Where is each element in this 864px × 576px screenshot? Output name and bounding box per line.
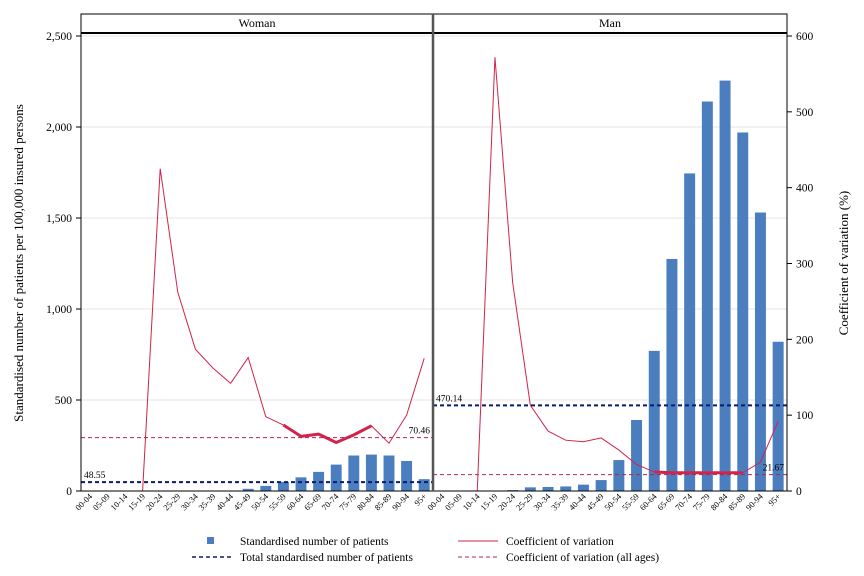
x-tick-label: 15-19 xyxy=(126,491,147,512)
x-tick-label: 00-04 xyxy=(425,491,447,513)
bar xyxy=(613,460,625,491)
bar xyxy=(577,484,589,491)
bar xyxy=(737,132,749,491)
bar xyxy=(313,471,325,491)
bar xyxy=(348,455,360,491)
x-tick-label: 70-74 xyxy=(673,491,695,513)
x-tick-label: 25-29 xyxy=(514,491,535,512)
x-tick-label: 85-89 xyxy=(372,491,393,512)
x-tick-label: 95+ xyxy=(766,491,783,508)
x-tick-label: 50-54 xyxy=(602,491,624,513)
legend-bar-swatch xyxy=(207,537,214,544)
x-tick-label: 60-64 xyxy=(284,491,306,513)
cv-line-highlight xyxy=(282,423,373,444)
bar xyxy=(242,488,254,491)
y2-axis-title: Coefficient of variation (%) xyxy=(836,191,851,336)
x-tick-label: 80-84 xyxy=(355,491,377,513)
y2-tick-label: 600 xyxy=(796,31,814,43)
x-tick-label: 50-54 xyxy=(249,491,271,513)
x-tick-label: 40-44 xyxy=(214,491,236,513)
y-tick-label: 0 xyxy=(66,486,72,498)
bar xyxy=(260,485,272,491)
x-tick-label: 70-74 xyxy=(320,491,342,513)
x-tick-label: 60-64 xyxy=(638,491,660,513)
legend-cv-all-label: Coefficient of variation (all ages) xyxy=(506,552,659,564)
y2-tick-label: 0 xyxy=(796,486,802,498)
bar xyxy=(365,454,377,491)
bar xyxy=(701,101,713,492)
x-tick-label: 80-84 xyxy=(708,491,730,513)
bar xyxy=(401,460,413,491)
cv-line-highlight xyxy=(654,470,743,475)
panel-title: Woman xyxy=(238,16,275,30)
x-tick-label: 20-24 xyxy=(144,491,166,513)
legend-bar-label: Standardised number of patients xyxy=(240,536,389,548)
bar xyxy=(631,420,643,491)
x-tick-label: 10-14 xyxy=(461,491,483,513)
legend-total-label: Total standardised number of patients xyxy=(240,552,413,564)
cv-line xyxy=(142,168,425,492)
y2-tick-label: 300 xyxy=(796,259,814,271)
x-tick-label: 45-49 xyxy=(584,491,605,512)
total-label: 48.55 xyxy=(84,471,106,481)
bar xyxy=(295,477,307,491)
x-tick-label: 35-39 xyxy=(549,491,570,512)
total-label: 470.14 xyxy=(436,394,462,404)
bar xyxy=(772,341,784,491)
y-axis-title: Standardised number of patients per 100,… xyxy=(11,104,26,422)
bar xyxy=(330,464,342,491)
bar xyxy=(542,486,554,491)
x-tick-label: 30-34 xyxy=(531,491,553,513)
y-tick-label: 1,500 xyxy=(46,213,72,225)
x-tick-label: 10-14 xyxy=(108,491,130,513)
x-tick-label: 75-79 xyxy=(691,491,712,512)
y-tick-label: 2,500 xyxy=(46,31,72,43)
x-tick-label: 65-69 xyxy=(302,491,323,512)
x-tick-label: 30-34 xyxy=(179,491,201,513)
x-tick-label: 55-59 xyxy=(620,491,641,512)
y2-tick-label: 100 xyxy=(796,410,814,422)
cv-line xyxy=(476,57,779,492)
x-tick-label: 90-94 xyxy=(744,491,766,513)
x-tick-label: 25-29 xyxy=(161,491,182,512)
legend: Standardised number of patients Coeffici… xyxy=(192,536,659,564)
x-tick-label: 75-79 xyxy=(337,491,358,512)
bar xyxy=(648,350,660,491)
y-tick-label: 500 xyxy=(55,395,73,407)
y-tick-label: 2,000 xyxy=(46,122,72,134)
x-tick-label: 65-69 xyxy=(655,491,676,512)
x-tick-label: 20-24 xyxy=(496,491,518,513)
bar xyxy=(560,486,572,491)
legend-cv-label: Coefficient of variation xyxy=(506,536,614,548)
x-tick-label: 45-49 xyxy=(232,491,253,512)
bar xyxy=(754,212,766,492)
y-tick-label: 1,000 xyxy=(46,304,72,316)
bar xyxy=(719,80,731,491)
x-tick-label: 85-89 xyxy=(726,491,747,512)
y2-tick-label: 200 xyxy=(796,334,814,346)
bar xyxy=(595,480,607,491)
panel-title: Man xyxy=(599,16,621,30)
cv-all-label: 21.67 xyxy=(763,464,785,474)
bar xyxy=(277,481,289,491)
x-tick-label: 00-04 xyxy=(73,491,95,513)
bar xyxy=(524,487,536,491)
x-tick-label: 35-39 xyxy=(196,491,217,512)
y2-tick-label: 400 xyxy=(796,183,814,195)
y2-tick-label: 500 xyxy=(796,107,814,119)
cv-all-label: 70.46 xyxy=(409,427,431,437)
x-tick-label: 05-09 xyxy=(91,491,112,512)
bar xyxy=(418,479,430,491)
bar xyxy=(684,173,696,491)
x-tick-label: 05-09 xyxy=(443,491,464,512)
panel-frame xyxy=(432,13,788,492)
panel-frame xyxy=(80,13,434,492)
x-tick-label: 15-19 xyxy=(478,491,499,512)
x-tick-label: 55-59 xyxy=(267,491,288,512)
x-tick-label: 40-44 xyxy=(567,491,589,513)
bar xyxy=(383,455,395,491)
x-tick-label: 90-94 xyxy=(390,491,412,513)
bar xyxy=(666,258,678,491)
